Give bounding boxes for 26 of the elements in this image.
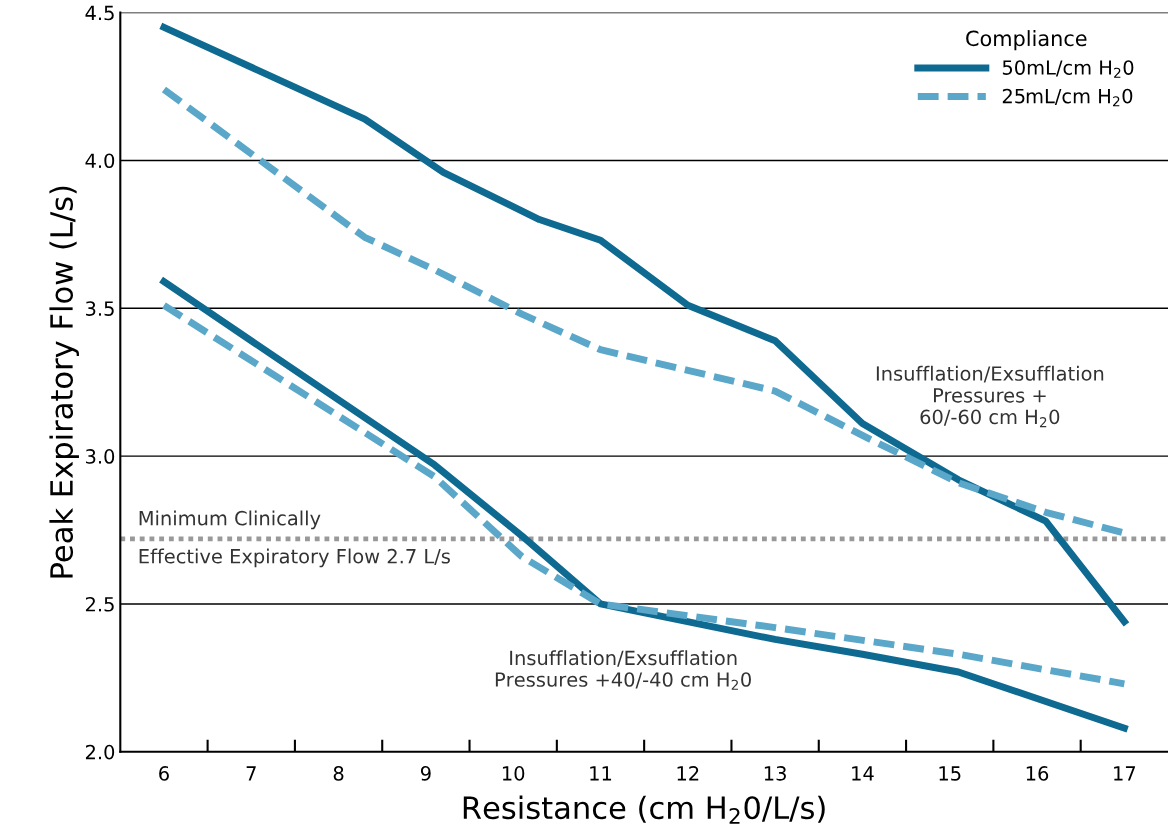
y-axis-title: Peak Expiratory Flow (L/s) xyxy=(49,186,79,578)
x-tick-label: 8 xyxy=(333,766,344,781)
x-tick-label: 11 xyxy=(590,766,612,781)
legend-label: 50mL/cm H$_{2}$0 xyxy=(1002,60,1134,78)
x-tick-label: 6 xyxy=(159,766,169,781)
y-tick-label: 4.0 xyxy=(85,153,115,169)
y-tick-label: 2.0 xyxy=(85,744,115,760)
x-tick-label: 16 xyxy=(1026,766,1049,781)
legend-label: 25mL/cm H$_{2}$0 xyxy=(1002,88,1133,107)
y-tick-label: 3.0 xyxy=(86,449,115,464)
x-axis-title: Resistance (cm H$_{2}$0/L/s) xyxy=(463,795,825,824)
ref-line-label: Minimum Clinically Effective Expiratory Flow 2.7 L/s xyxy=(139,510,450,568)
annotation: Insufflation/Exsufflation Pressures + 60/-60 cm H$_{2}$0 xyxy=(876,365,1104,428)
x-tick-label: 17 xyxy=(1114,766,1136,781)
x-tick-label: 14 xyxy=(852,766,874,781)
x-tick-label: 9 xyxy=(420,766,431,781)
x-tick-label: 10 xyxy=(502,766,525,781)
legend-title: Compliance xyxy=(966,30,1087,51)
x-tick-label: 7 xyxy=(246,766,256,781)
x-tick-label: 12 xyxy=(677,766,699,781)
x-tick-label: 13 xyxy=(764,766,786,781)
y-tick-label: 2.5 xyxy=(85,596,114,612)
y-tick-label: 3.5 xyxy=(86,301,114,316)
annotation: Insufflation/Exsufflation Pressures +40/-40 cm H$_{2}$0 xyxy=(495,650,751,690)
x-tick-label: 15 xyxy=(939,766,961,781)
y-tick-label: 4.5 xyxy=(85,5,114,21)
